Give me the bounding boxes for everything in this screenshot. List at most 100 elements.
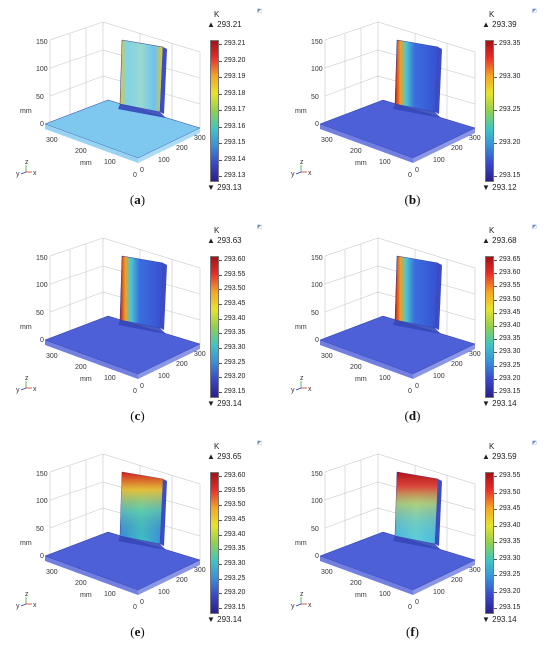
colorbar-tick-label: 293.45: [224, 516, 246, 523]
base-plate-front: [138, 344, 200, 379]
colorbar-unit: K: [489, 10, 495, 19]
colorbar-tick-mark: [219, 505, 222, 507]
x-tick-label: 200: [176, 361, 188, 368]
colorbar-max: ▲ 293.63: [207, 236, 242, 245]
y-axis-label: mm: [355, 376, 367, 383]
vertical-plate-edge: [160, 47, 167, 114]
min-marker-icon: ▼: [482, 615, 493, 624]
vertical-plate-edge: [160, 479, 167, 546]
colorbar-tick-mark: [219, 490, 222, 492]
y-tick-label: 200: [350, 364, 362, 371]
colorbar-tick-label: 293.60: [499, 269, 521, 277]
z-tick-label: 100: [36, 66, 48, 73]
colorbar-tick-label: 293.17: [224, 106, 246, 113]
z-tick-label: 150: [36, 255, 48, 262]
colorbar-tick-mark: [219, 126, 222, 128]
colorbar-tick-label: 293.25: [224, 358, 246, 366]
caption-close-paren: ): [140, 624, 145, 639]
vertical-plate-edge: [160, 263, 167, 330]
colorbar-tick-mark: [219, 159, 222, 161]
y-tick-label: 200: [75, 148, 87, 155]
y-axis-label: mm: [355, 592, 367, 599]
caption-close-paren: ): [140, 192, 146, 207]
colorbar-max-label: 293.21: [217, 20, 242, 29]
axis-triad: zy x: [16, 159, 37, 178]
y-tick-label: 0: [133, 604, 137, 611]
triad-y-label: y: [16, 387, 20, 394]
caption-open-paren: (: [405, 624, 411, 639]
colorbar-tick-mark: [494, 378, 497, 380]
z-tick-label: 100: [36, 498, 48, 505]
caption-letter: f: [410, 624, 415, 639]
colorbar-min: ▼ 293.14: [207, 399, 242, 408]
panel-caption: (a): [0, 192, 275, 208]
x-tick-label: 100: [433, 589, 445, 596]
z-tick-label: 0: [315, 553, 319, 560]
colorbar-tick-label: 293.30: [499, 554, 521, 562]
axis-grid: [324, 21, 476, 128]
triad-x-label: x: [33, 170, 37, 177]
max-marker-icon: ▲: [482, 452, 493, 461]
colorbar-tick-label: 293.25: [224, 574, 246, 582]
colorbar-tick-mark: [219, 60, 222, 62]
triad-y-label: y: [291, 603, 295, 610]
panel-c: 0 50 100 150 mm 300 200 100 0 mm 0 100 200 300 z y x K ▲ 2…: [0, 216, 275, 432]
colorbar-tick-mark: [494, 44, 497, 45]
colorbar-tick-mark: [494, 273, 497, 275]
colorbar-tick-label: 293.18: [224, 89, 246, 97]
colorbar-min: ▼ 293.14: [482, 399, 517, 408]
y-tick-label: 200: [75, 580, 87, 587]
x-tick-label: 300: [469, 351, 481, 358]
axis-triad: zy x: [291, 375, 312, 394]
colorbar-tick-mark: [219, 44, 222, 45]
axis-triad: zy x: [16, 591, 37, 610]
triad-y-label: y: [16, 603, 20, 610]
panel-caption: (b): [275, 192, 550, 208]
caption-close-paren: ): [140, 408, 145, 423]
colorbar-tick-label: 293.60: [224, 472, 246, 479]
x-tick-label: 0: [140, 599, 144, 606]
simulation-plot: 0 50 100 150 mm 300 200 100 0 mm 0 100 200 300 zy x: [16, 21, 206, 179]
colorbar-tick-label: 293.35: [499, 335, 521, 343]
y-tick-label: 0: [408, 604, 412, 611]
simulation-plot: 0 50 100 150 mm 300 200 100 0 mm 0 100 200 300 zy x: [291, 453, 481, 611]
colorbar-max: ▲ 293.65: [207, 452, 242, 461]
simulation-plot: 0 50 100 150 mm 300 200 100 0 mm 0 100 200 300 zy x: [16, 453, 206, 611]
panel-caption: (d): [275, 408, 550, 424]
x-tick-label: 300: [194, 351, 206, 358]
x-tick-label: 200: [176, 145, 188, 152]
triad-z-label: z: [300, 375, 304, 382]
base-plate-side: [45, 556, 138, 595]
colorbar-min-label: 293.14: [492, 399, 517, 408]
y-tick-label: 100: [379, 375, 391, 382]
colorbar-tick-label: 293.25: [499, 106, 521, 113]
triad-x-label: x: [308, 602, 312, 609]
viewport-icon: ◩: [532, 440, 537, 446]
x-tick-label: 100: [433, 157, 445, 164]
vertical-plate-overlay: [395, 256, 438, 328]
colorbar-tick-label: 293.45: [499, 505, 521, 512]
panel-e: 0 50 100 150 mm 300 200 100 0 mm 0 100 200 300 z y x K ▲ 2…: [0, 432, 275, 648]
colorbar-tick-label: 293.21: [224, 40, 246, 47]
plate-foot: [393, 104, 441, 118]
vertical-plate-overlay: [395, 40, 438, 112]
axis-triad: zy x: [16, 375, 37, 394]
y-tick-label: 0: [408, 172, 412, 179]
colorbar-tick-mark: [494, 558, 497, 560]
caption-letter: d: [408, 408, 417, 423]
colorbar-tick-mark: [219, 77, 222, 78]
panel-b: 0 50 100 150 mm 300 200 100 0 mm 0 100 200 300 z y x K ▲ 2…: [275, 0, 550, 216]
z-tick-label: 0: [40, 121, 44, 128]
colorbar-tick-label: 293.40: [499, 322, 521, 329]
colorbar-tick-label: 293.55: [224, 270, 246, 278]
x-tick-label: 0: [140, 167, 144, 174]
triad-z-label: z: [25, 159, 29, 166]
y-tick-label: 200: [350, 580, 362, 587]
panel-a: 0 50 100 150 mm 300 200 100 0 mm 0 100 200 300 z y x K ▲ 2…: [0, 0, 275, 216]
colorbar-tick-label: 293.20: [224, 373, 246, 381]
min-marker-icon: ▼: [207, 183, 218, 192]
vertical-plate-edge: [435, 263, 442, 330]
z-tick-label: 150: [36, 471, 48, 478]
max-marker-icon: ▲: [482, 236, 493, 245]
colorbar-tick-label: 293.20: [224, 589, 246, 597]
